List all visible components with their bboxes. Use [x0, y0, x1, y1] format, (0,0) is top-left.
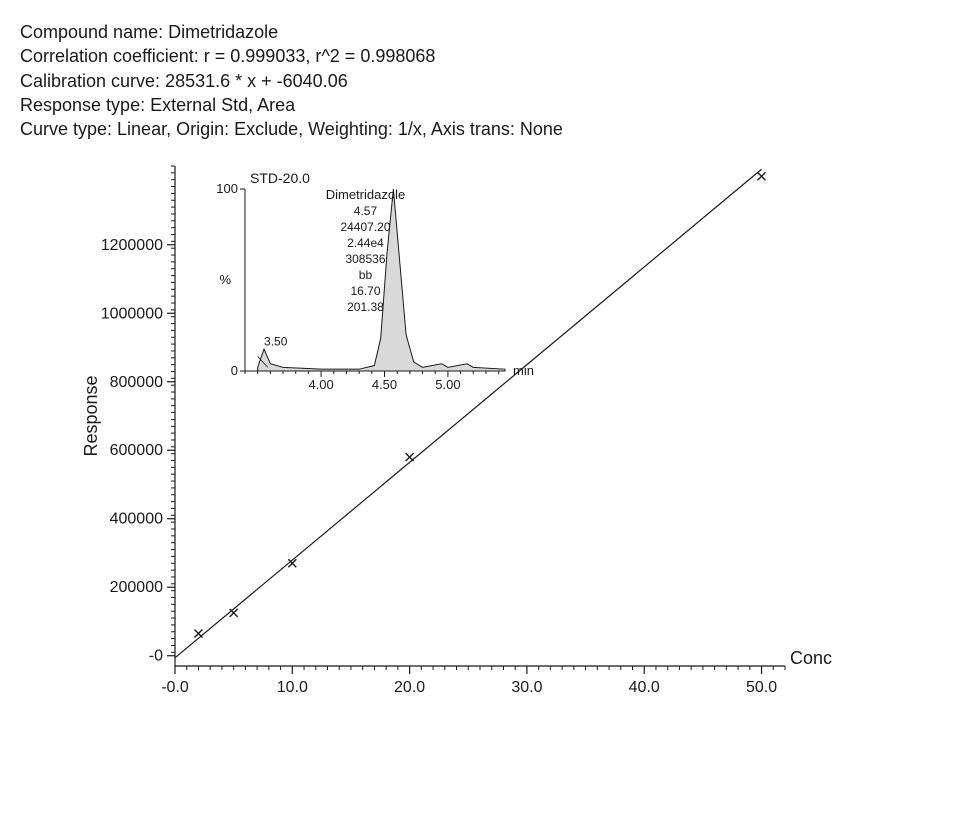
data-point	[758, 173, 766, 181]
regression-line	[175, 170, 762, 659]
y-axis-label: Response	[81, 376, 101, 457]
y-tick-label: 800000	[110, 374, 163, 391]
header-line-5: Curve type: Linear, Origin: Exclude, Wei…	[20, 117, 938, 141]
inset-annotation: 201.38	[347, 300, 384, 314]
inset-x-axis-label: min	[513, 363, 534, 378]
inset-x-tick: 5.00	[435, 377, 460, 392]
header-line-4: Response type: External Std, Area	[20, 93, 938, 117]
calibration-chart: -0 200000 400000 600000 800000 1000000 1200000…	[80, 151, 938, 716]
inset-chromatogram: STD-20.0 0 100% 4.00 4.50 5.00 min 3.50 Dimetrid…	[216, 170, 534, 392]
inset-x-tick: 4.50	[372, 377, 397, 392]
x-tick-label: 20.0	[394, 679, 425, 696]
y-tick-label: 400000	[110, 511, 163, 528]
inset-annotation: 308536	[345, 252, 385, 266]
x-tick-label: 30.0	[511, 679, 542, 696]
y-tick-label: 600000	[110, 443, 163, 460]
header-line-1: Compound name: Dimetridazole	[20, 20, 938, 44]
inset-title: STD-20.0	[250, 170, 310, 186]
x-tick-label: -0.0	[161, 679, 189, 696]
inset-peak	[258, 189, 505, 371]
inset-annotation: 24407.20	[340, 220, 390, 234]
inset-y-tick: 0	[231, 363, 238, 378]
x-axis-label: Conc	[790, 648, 832, 668]
x-tick-label: 10.0	[277, 679, 308, 696]
y-tick-label: 200000	[110, 580, 163, 597]
header-line-2: Correlation coefficient: r = 0.999033, r…	[20, 44, 938, 68]
inset-annotation: bb	[359, 268, 373, 282]
header-block: Compound name: Dimetridazole Correlation…	[20, 20, 938, 141]
y-tick-label: -0	[149, 648, 163, 665]
inset-x-tick: 4.00	[308, 377, 333, 392]
inset-y-tick: 100	[216, 181, 238, 196]
x-tick-label: 40.0	[629, 679, 660, 696]
calibration-svg: -0 200000 400000 600000 800000 1000000 1200000…	[80, 151, 840, 716]
y-tick-label: 1200000	[101, 237, 163, 254]
inset-y-unit: %	[219, 272, 231, 287]
data-point	[230, 609, 238, 617]
inset-left-annotation: 3.50	[264, 335, 288, 349]
y-tick-label: 1000000	[101, 306, 163, 323]
data-point	[194, 630, 202, 638]
inset-annotation: 16.70	[350, 284, 380, 298]
header-line-3: Calibration curve: 28531.6 * x + -6040.0…	[20, 69, 938, 93]
inset-annotation: 2.44e4	[347, 236, 384, 250]
x-tick-label: 50.0	[746, 679, 777, 696]
data-point	[406, 454, 414, 462]
inset-peak-label: Dimetridazole	[326, 187, 405, 202]
inset-annotation: 4.57	[354, 204, 378, 218]
